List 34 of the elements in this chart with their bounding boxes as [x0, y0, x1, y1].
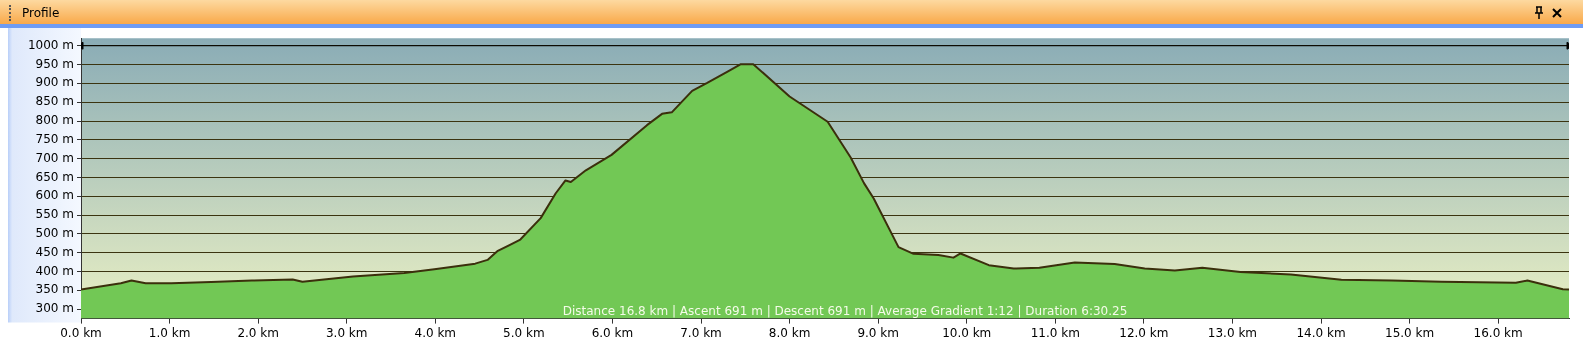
y-tick-label: 500 m: [35, 226, 74, 241]
x-tick-label: 3.0 km: [325, 325, 368, 340]
x-tick-label: 15.0 km: [1384, 325, 1435, 340]
x-tick-label: 4.0 km: [414, 325, 457, 340]
y-tick-label: 950 m: [35, 56, 74, 71]
y-tick-label: 350 m: [35, 282, 74, 297]
y-tick-label: 650 m: [35, 169, 74, 184]
y-tick-label: 600 m: [35, 188, 74, 203]
y-tick-label: 300 m: [35, 301, 74, 316]
y-tick-label: 850 m: [35, 94, 74, 109]
y-tick-label: 400 m: [35, 263, 74, 278]
x-tick-label: 9.0 km: [857, 325, 899, 340]
x-tick-label: 16.0 km: [1473, 325, 1523, 340]
y-tick-label: 450 m: [35, 244, 74, 259]
x-tick-label: 6.0 km: [591, 325, 634, 340]
x-tick-label: 5.0 km: [503, 325, 545, 340]
y-tick-label: 750 m: [35, 131, 74, 146]
y-tick-label: 700 m: [35, 150, 74, 165]
x-tick-label: 10.0 km: [942, 325, 992, 340]
y-tick-label: 550 m: [35, 207, 74, 222]
annotation: Distance 16.8 km | Ascent 691 m | Descent 691 m | Average Gradient 1:12 | Duration 6:30.25: [562, 303, 1128, 318]
x-tick-label: 2.0 km: [237, 325, 279, 340]
x-tick-label: 8.0 km: [768, 325, 811, 340]
chart-title: Profile: [22, 6, 60, 20]
x-tick-label: 12.0 km: [1119, 325, 1169, 340]
x-tick-label: 14.0 km: [1296, 325, 1346, 340]
x-tick-label: 0.0 km: [60, 325, 102, 340]
x-tick-label: 13.0 km: [1207, 325, 1258, 340]
x-tick-label: 7.0 km: [680, 325, 722, 340]
y-tick-label: 1000 m: [27, 37, 74, 52]
y-tick-label: 800 m: [35, 113, 74, 128]
y-tick-label: 900 m: [35, 75, 74, 90]
x-tick-label: 11.0 km: [1030, 325, 1080, 340]
x-tick-label: 1.0 km: [148, 325, 191, 340]
